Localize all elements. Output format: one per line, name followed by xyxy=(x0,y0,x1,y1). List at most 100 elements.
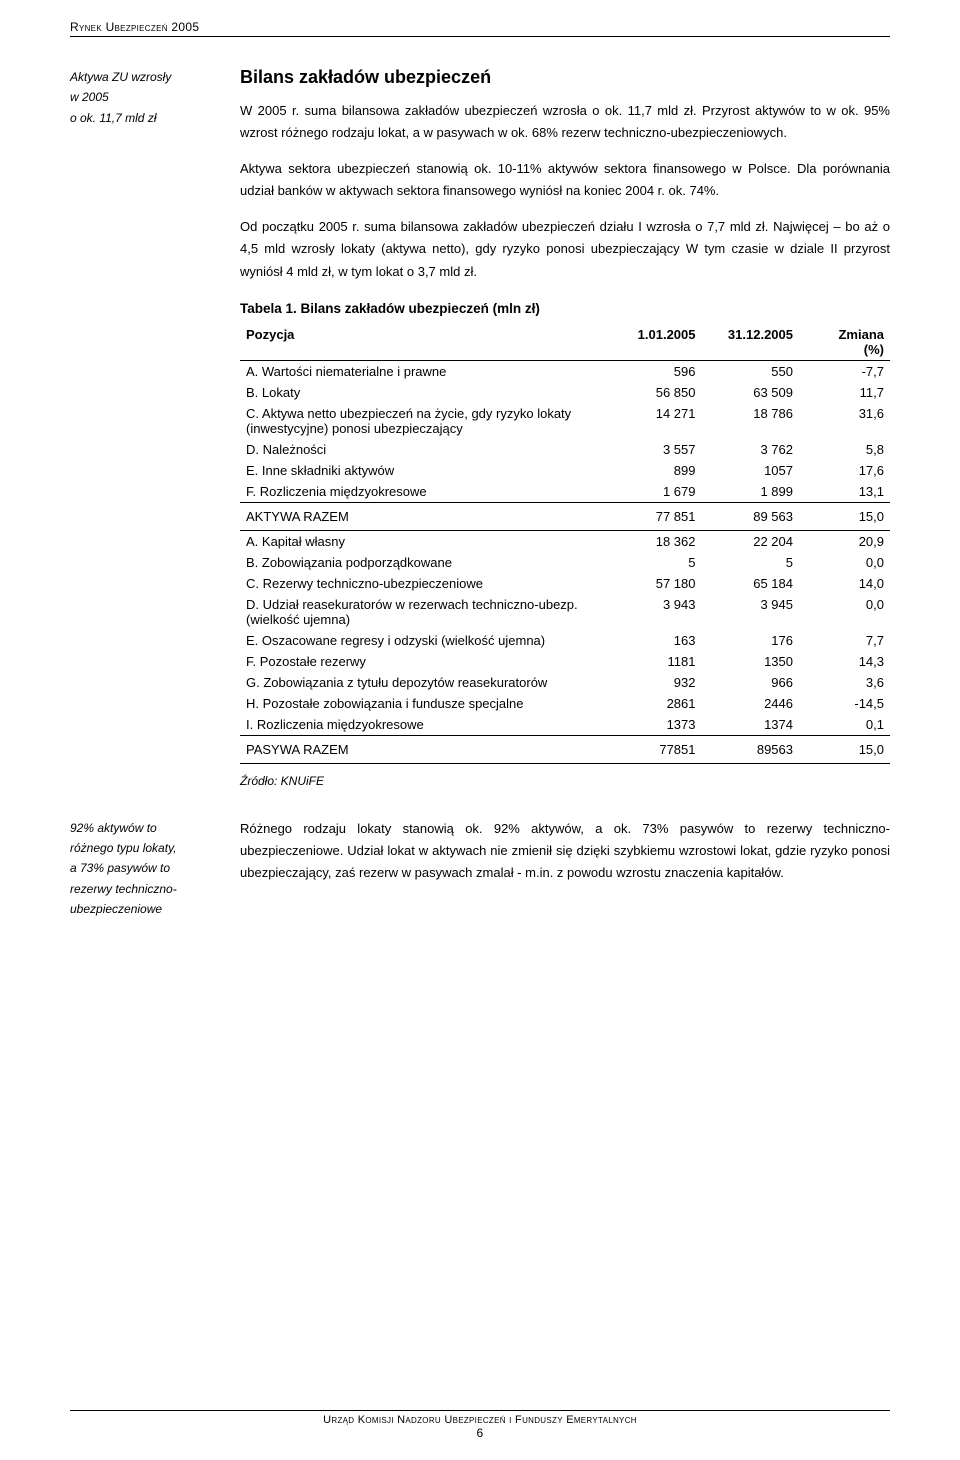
cell-label: B. Lokaty xyxy=(240,382,604,403)
table-row: H. Pozostałe zobowiązania i fundusze spe… xyxy=(240,693,890,714)
table-row-pasywa-razem: PASYWA RAZEM 77851 89563 15,0 xyxy=(240,735,890,763)
table-row: B. Zobowiązania podporządkowane 5 5 0,0 xyxy=(240,552,890,573)
table-source: Źródło: KNUiFE xyxy=(240,774,890,788)
page-footer: Urząd Komisji Nadzoru Ubezpieczeń i Fund… xyxy=(70,1410,890,1440)
margin-note-line: 92% aktywów to xyxy=(70,818,220,838)
cell-value: 11,7 xyxy=(799,382,890,403)
cell-label: A. Kapitał własny xyxy=(240,530,604,552)
cell-value: 77 851 xyxy=(604,502,702,530)
cell-value: 0,0 xyxy=(799,594,890,630)
cell-value: 176 xyxy=(702,630,800,651)
cell-value: 1 899 xyxy=(702,481,800,503)
cell-label: PASYWA RAZEM xyxy=(240,735,604,763)
cell-value: 63 509 xyxy=(702,382,800,403)
cell-label: E. Oszacowane regresy i odzyski (wielkoś… xyxy=(240,630,604,651)
margin-note-line: ubezpieczeniowe xyxy=(70,899,220,919)
cell-value: 15,0 xyxy=(799,502,890,530)
cell-value: 550 xyxy=(702,360,800,382)
cell-value: 2861 xyxy=(604,693,702,714)
cell-value: 0,0 xyxy=(799,552,890,573)
table-row: C. Rezerwy techniczno-ubezpieczeniowe 57… xyxy=(240,573,890,594)
footer-page-number: 6 xyxy=(70,1426,890,1440)
cell-value: 5 xyxy=(702,552,800,573)
cell-value: 3 945 xyxy=(702,594,800,630)
cell-value: 596 xyxy=(604,360,702,382)
table-row: E. Inne składniki aktywów 899 1057 17,6 xyxy=(240,460,890,481)
cell-value: 1374 xyxy=(702,714,800,736)
table-header-col-b: 31.12.2005 xyxy=(702,324,800,361)
cell-value: 89 563 xyxy=(702,502,800,530)
table-header-col-c-l1: Zmiana xyxy=(805,327,884,342)
footer-org: Urząd Komisji Nadzoru Ubezpieczeń i Fund… xyxy=(70,1414,890,1426)
cell-value: 14,3 xyxy=(799,651,890,672)
cell-value: 65 184 xyxy=(702,573,800,594)
cell-value: -7,7 xyxy=(799,360,890,382)
section-title: Bilans zakładów ubezpieczeń xyxy=(240,67,890,88)
cell-value: 22 204 xyxy=(702,530,800,552)
paragraph: Od początku 2005 r. suma bilansowa zakła… xyxy=(240,216,890,282)
margin-note-bottom: 92% aktywów to różnego typu lokaty, a 73… xyxy=(70,818,220,920)
cell-value: 57 180 xyxy=(604,573,702,594)
paragraph: W 2005 r. suma bilansowa zakładów ubezpi… xyxy=(240,100,890,144)
cell-value: 1057 xyxy=(702,460,800,481)
running-header: Rynek Ubezpieczeń 2005 xyxy=(70,20,890,37)
cell-value: 966 xyxy=(702,672,800,693)
cell-value: -14,5 xyxy=(799,693,890,714)
cell-value: 3 557 xyxy=(604,439,702,460)
table-row: E. Oszacowane regresy i odzyski (wielkoś… xyxy=(240,630,890,651)
cell-value: 89563 xyxy=(702,735,800,763)
table-row: G. Zobowiązania z tytułu depozytów rease… xyxy=(240,672,890,693)
cell-value: 1 679 xyxy=(604,481,702,503)
cell-label: D. Udział reasekuratorów w rezerwach tec… xyxy=(240,594,604,630)
paragraph: Różnego rodzaju lokaty stanowią ok. 92% … xyxy=(240,818,890,884)
cell-label: D. Należności xyxy=(240,439,604,460)
cell-value: 0,1 xyxy=(799,714,890,736)
cell-value: 899 xyxy=(604,460,702,481)
paragraph: Aktywa sektora ubezpieczeń stanowią ok. … xyxy=(240,158,890,202)
cell-value: 18 786 xyxy=(702,403,800,439)
cell-label: H. Pozostałe zobowiązania i fundusze spe… xyxy=(240,693,604,714)
cell-label: A. Wartości niematerialne i prawne xyxy=(240,360,604,382)
table-row: C. Aktywa netto ubezpieczeń na życie, gd… xyxy=(240,403,890,439)
margin-note-line: a 73% pasywów to xyxy=(70,858,220,878)
cell-value: 1181 xyxy=(604,651,702,672)
margin-note-line: różnego typu lokaty, xyxy=(70,838,220,858)
cell-value: 56 850 xyxy=(604,382,702,403)
cell-value: 20,9 xyxy=(799,530,890,552)
cell-value: 3,6 xyxy=(799,672,890,693)
table-header-col-c: Zmiana (%) xyxy=(799,324,890,361)
table-row: D. Należności 3 557 3 762 5,8 xyxy=(240,439,890,460)
cell-value: 18 362 xyxy=(604,530,702,552)
cell-value: 15,0 xyxy=(799,735,890,763)
margin-note-line: w 2005 xyxy=(70,87,220,107)
table-row: I. Rozliczenia międzyokresowe 1373 1374 … xyxy=(240,714,890,736)
margin-note-line: Aktywa ZU wzrosły xyxy=(70,67,220,87)
balance-table: Pozycja 1.01.2005 31.12.2005 Zmiana (%) … xyxy=(240,324,890,764)
cell-label: G. Zobowiązania z tytułu depozytów rease… xyxy=(240,672,604,693)
cell-value: 3 943 xyxy=(604,594,702,630)
table-row: D. Udział reasekuratorów w rezerwach tec… xyxy=(240,594,890,630)
table-row: B. Lokaty 56 850 63 509 11,7 xyxy=(240,382,890,403)
cell-value: 932 xyxy=(604,672,702,693)
table-row-aktywa-razem: AKTYWA RAZEM 77 851 89 563 15,0 xyxy=(240,502,890,530)
cell-value: 2446 xyxy=(702,693,800,714)
main-content: Bilans zakładów ubezpieczeń W 2005 r. su… xyxy=(240,67,890,788)
cell-label: F. Rozliczenia międzyokresowe xyxy=(240,481,604,503)
cell-label: C. Aktywa netto ubezpieczeń na życie, gd… xyxy=(240,403,604,439)
table-row: A. Kapitał własny 18 362 22 204 20,9 xyxy=(240,530,890,552)
table-header-col-c-l2: (%) xyxy=(805,342,884,357)
cell-value: 7,7 xyxy=(799,630,890,651)
cell-value: 17,6 xyxy=(799,460,890,481)
margin-note-line: o ok. 11,7 mld zł xyxy=(70,108,220,128)
cell-label: E. Inne składniki aktywów xyxy=(240,460,604,481)
table-caption: Tabela 1. Bilans zakładów ubezpieczeń (m… xyxy=(240,301,890,316)
cell-label: B. Zobowiązania podporządkowane xyxy=(240,552,604,573)
cell-value: 13,1 xyxy=(799,481,890,503)
margin-note-line: rezerwy techniczno- xyxy=(70,879,220,899)
cell-label: AKTYWA RAZEM xyxy=(240,502,604,530)
cell-value: 31,6 xyxy=(799,403,890,439)
cell-value: 1373 xyxy=(604,714,702,736)
table-header-col-a: 1.01.2005 xyxy=(604,324,702,361)
cell-value: 77851 xyxy=(604,735,702,763)
cell-label: F. Pozostałe rezerwy xyxy=(240,651,604,672)
